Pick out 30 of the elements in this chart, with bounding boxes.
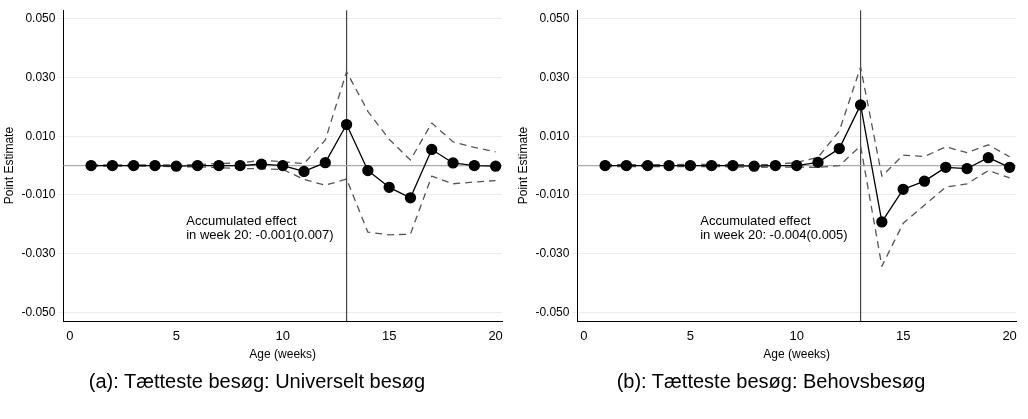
x-tick-label: 0: [580, 328, 588, 344]
y-tick-label: 0.030: [25, 69, 56, 84]
y-tick-label: 0.010: [539, 128, 570, 143]
annotation: Accumulated effect in week 20: -0.004(0.005): [700, 213, 848, 243]
y-tick-label: -0.010: [535, 187, 570, 202]
y-axis-title: Point Estimate: [1, 126, 16, 205]
y-tick-label: 0.030: [539, 69, 570, 84]
x-tick-label: 15: [895, 328, 911, 344]
y-tick-label: -0.050: [21, 304, 56, 319]
y-tick-label: -0.010: [21, 187, 56, 202]
x-tick-label: 10: [789, 328, 804, 344]
y-axis-title: Point Estimate: [515, 126, 530, 205]
y-tick-label: -0.050: [535, 304, 570, 319]
x-axis-title: Age (weeks): [763, 347, 831, 362]
x-tick-label: 5: [686, 328, 694, 344]
x-tick-label: 20: [488, 328, 503, 344]
x-tick-label: 15: [381, 328, 397, 344]
y-tick-label: -0.030: [21, 245, 56, 260]
x-tick-label: 5: [172, 328, 180, 344]
x-axis-title: Age (weeks): [249, 347, 317, 362]
x-tick-label: 0: [66, 328, 74, 344]
y-tick-label: -0.030: [535, 245, 570, 260]
x-tick-label: 20: [1002, 328, 1017, 344]
text: (b): Tætteste besøg: Behovsbesøg: [615, 370, 927, 393]
x-tick-label: 10: [275, 328, 290, 344]
annotation: Accumulated effect in week 20: -0.001(0.007): [186, 213, 334, 243]
y-tick-label: 0.010: [25, 128, 56, 143]
text: (a): Tætteste besøg: Universelt besøg: [87, 370, 427, 393]
y-tick-label: 0.050: [25, 11, 56, 26]
y-tick-label: 0.050: [539, 11, 570, 26]
